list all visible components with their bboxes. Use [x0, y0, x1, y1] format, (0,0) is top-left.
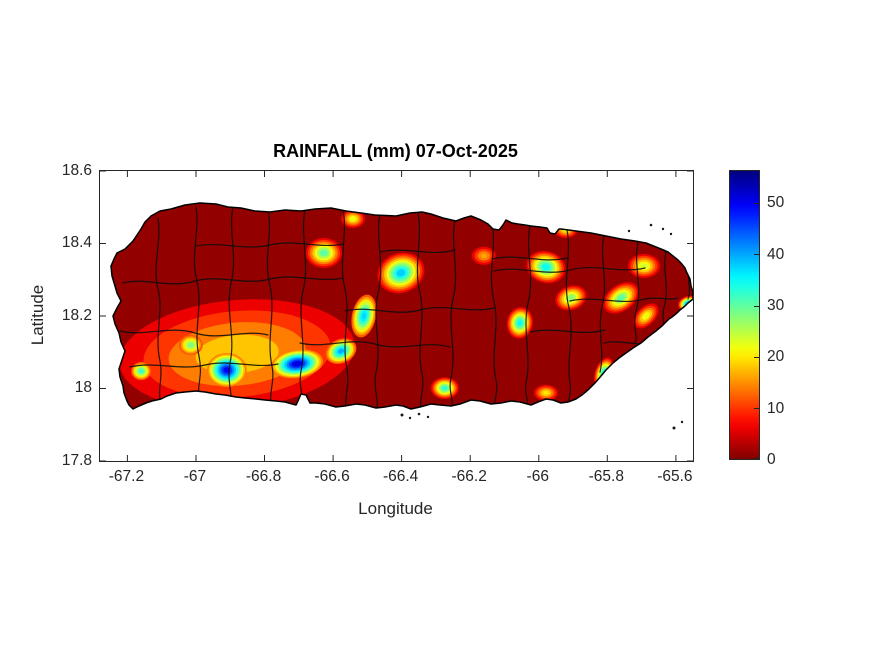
- x-tick-label: -67: [183, 468, 207, 485]
- colorbar: 0 10 20 30 40 50: [729, 170, 869, 468]
- contour-ring: [321, 250, 327, 256]
- contour-ring: [139, 369, 143, 373]
- contour-ring: [224, 368, 230, 372]
- contour-ring: [480, 253, 488, 259]
- x-tick-label: -67.2: [108, 468, 145, 485]
- colorbar-tick-mark: [754, 356, 759, 358]
- island: [111, 203, 693, 409]
- colorbar-gradient: [729, 170, 760, 460]
- map-svg: [100, 170, 694, 462]
- contour-ring: [350, 217, 356, 221]
- colorbar-tick-mark: [754, 305, 759, 307]
- x-axis-label: Longitude: [358, 499, 433, 518]
- coastline: [110, 202, 694, 410]
- x-tick-label: -65.6: [657, 468, 693, 485]
- colorbar-tick-label: 20: [767, 348, 785, 366]
- x-tick-label: -66.8: [245, 468, 282, 485]
- colorbar-tick-label: 10: [767, 399, 785, 417]
- colorbar-tick-mark: [754, 408, 759, 410]
- contour-ring: [188, 343, 194, 347]
- colorbar-tick-mark: [754, 202, 759, 204]
- contour-ring: [518, 320, 522, 325]
- colorbar-tick-label: 30: [767, 297, 785, 315]
- axis-tick-marks: [100, 170, 693, 462]
- plot-title: RAINFALL (mm) 07-Oct-2025: [273, 141, 518, 161]
- contour-ring: [643, 313, 649, 319]
- contour-ring: [543, 391, 549, 395]
- contour-ring: [398, 270, 404, 276]
- y-tick-label: 18.4: [61, 234, 92, 251]
- contour-ring: [568, 295, 574, 300]
- contour-ring: [338, 349, 343, 353]
- contour-ring: [294, 362, 300, 366]
- plot-area: [99, 170, 694, 462]
- x-tick-label: -66.2: [451, 468, 487, 485]
- municipality-boundaries: [119, 206, 691, 409]
- y-tick-label: 17.8: [61, 451, 92, 469]
- x-tick-label: -66: [526, 468, 549, 485]
- colorbar-tick-mark: [754, 458, 759, 459]
- x-tick-label: -66.4: [382, 468, 419, 485]
- y-tick-label: 18.6: [61, 161, 92, 179]
- contour-ring: [442, 386, 447, 390]
- y-tick-label: 18.2: [61, 306, 92, 324]
- contour-ring: [641, 263, 647, 269]
- colorbar-tick-label: 50: [767, 194, 785, 212]
- y-tick-label: 18: [74, 379, 92, 396]
- contour-ring: [543, 265, 549, 270]
- colorbar-tick-label: 40: [767, 245, 785, 263]
- x-tick-label: -66.6: [314, 468, 350, 485]
- contour-ring: [618, 295, 624, 301]
- x-tick-label: -65.8: [588, 468, 624, 485]
- offshore-islets: [400, 223, 684, 430]
- contour-ring: [362, 313, 366, 319]
- colorbar-tick-label: 0: [767, 451, 776, 468]
- colorbar-tick-mark: [754, 254, 759, 256]
